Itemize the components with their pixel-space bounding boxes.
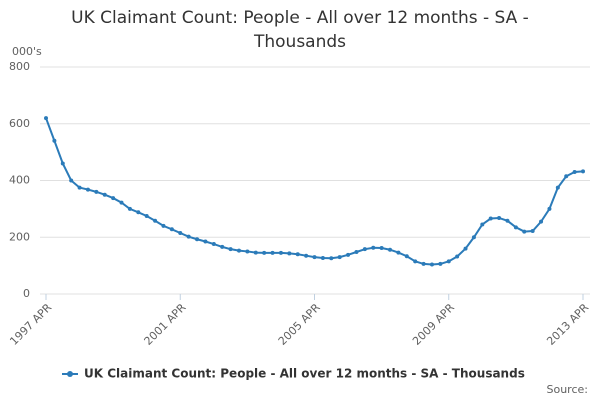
data-point: [396, 250, 401, 255]
data-point: [480, 222, 485, 227]
data-point: [455, 254, 460, 259]
data-point: [270, 250, 275, 255]
data-point: [85, 187, 90, 192]
data-point: [178, 230, 183, 235]
legend-label: UK Claimant Count: People - All over 12 …: [84, 367, 525, 381]
x-tick-label: 2001 APR: [142, 301, 189, 348]
data-point: [379, 246, 384, 251]
data-point: [119, 200, 124, 205]
data-point: [220, 244, 225, 249]
y-tick-label: 600: [9, 117, 30, 130]
data-point: [354, 250, 359, 255]
data-point: [555, 185, 560, 190]
data-point: [346, 252, 351, 257]
data-point: [547, 206, 552, 211]
data-point: [144, 213, 149, 218]
data-point: [522, 229, 527, 234]
data-point: [371, 245, 376, 250]
data-point: [404, 254, 409, 259]
y-tick-label: 200: [9, 230, 30, 243]
data-point: [253, 250, 258, 255]
data-point: [581, 169, 585, 174]
data-point: [471, 235, 476, 240]
data-point: [127, 206, 132, 211]
x-tick-label: 2005 APR: [276, 301, 323, 348]
data-point: [304, 253, 309, 258]
data-point: [136, 210, 141, 215]
series-line: [45, 117, 584, 266]
data-point: [161, 223, 166, 228]
data-point: [429, 262, 434, 267]
data-point: [463, 246, 468, 251]
data-point: [413, 259, 418, 264]
data-point: [505, 218, 510, 223]
data-point: [195, 237, 200, 242]
data-point: [438, 261, 443, 266]
data-point: [287, 251, 292, 256]
data-point: [564, 174, 569, 179]
data-point: [102, 192, 107, 197]
data-point: [94, 189, 99, 194]
x-tick-label: 1997 APR: [7, 301, 54, 348]
data-point: [446, 259, 451, 264]
data-point: [362, 247, 367, 252]
data-point: [421, 261, 426, 266]
source: Source:: [547, 383, 589, 396]
data-point: [77, 185, 82, 190]
y-tick-label: 800: [9, 60, 30, 73]
data-point: [153, 218, 158, 223]
data-point: [530, 229, 535, 234]
data-point: [513, 225, 518, 230]
data-point: [111, 196, 116, 201]
data-point: [337, 255, 342, 260]
legend-marker: [67, 371, 73, 377]
chart-title: UK Claimant Count: People - All over 12 …: [71, 8, 529, 52]
data-point: [572, 169, 577, 174]
data-point: [245, 249, 250, 254]
data-point: [211, 242, 216, 247]
data-point: [186, 234, 191, 239]
data-point: [320, 255, 325, 260]
data-point: [497, 215, 502, 220]
y-tick-label: 0: [23, 287, 30, 300]
data-point: [488, 216, 493, 221]
data-point: [69, 178, 74, 183]
x-tick-label: 2013 APR: [544, 301, 591, 348]
data-point: [539, 219, 544, 224]
y-tick-label: 400: [9, 174, 30, 187]
data-point: [228, 247, 233, 252]
data-point: [169, 227, 174, 232]
data-point: [295, 252, 300, 257]
data-point: [388, 247, 393, 252]
data-point: [44, 116, 48, 121]
data-point: [312, 255, 317, 260]
data-point: [278, 250, 283, 255]
data-point: [60, 161, 65, 166]
x-tick-label: 2009 APR: [410, 301, 457, 348]
y-axis-label: 000's: [12, 45, 42, 58]
data-point: [203, 239, 208, 244]
data-point: [236, 248, 241, 253]
data-point: [262, 250, 267, 255]
data-point: [52, 138, 57, 143]
data-point: [329, 256, 334, 261]
